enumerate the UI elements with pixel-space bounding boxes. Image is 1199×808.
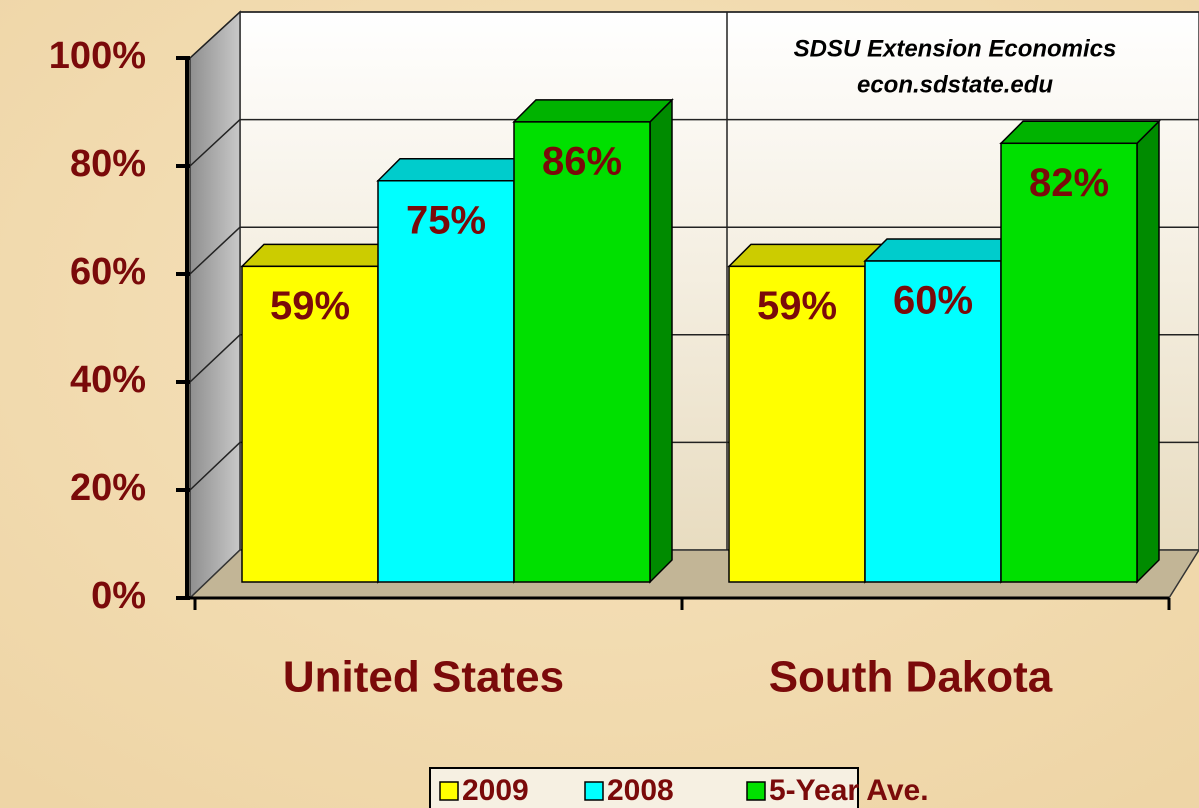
- y-tick-label: 40%: [70, 359, 146, 401]
- x-tick-label: United States: [283, 653, 564, 702]
- bar-top: [512, 99, 674, 123]
- bar-side: [1136, 119, 1160, 584]
- bar: [999, 119, 1161, 584]
- x-tick-label: South Dakota: [769, 653, 1053, 702]
- bar-side: [649, 98, 673, 584]
- grid-line: [189, 119, 241, 167]
- annotation: econ.sdstate.edu: [857, 71, 1053, 98]
- legend-swatch: [584, 781, 604, 801]
- data-label: 60%: [893, 279, 973, 323]
- bar-front: [864, 260, 1002, 583]
- side-wall: [189, 10, 241, 600]
- grid-line: [189, 226, 241, 275]
- bar-top: [999, 120, 1161, 145]
- legend-label: 2009: [462, 774, 529, 807]
- bar-front: [377, 180, 515, 583]
- legend-label: 5-Year Ave.: [769, 774, 929, 807]
- y-tick-label: 0%: [91, 575, 146, 617]
- y-tick-label: 100%: [49, 35, 146, 77]
- legend-swatch: [439, 781, 459, 801]
- grid-line: [189, 441, 241, 491]
- bar-front: [241, 265, 379, 583]
- bar-top: [727, 243, 889, 268]
- legend-box: [429, 767, 859, 808]
- bar-top: [376, 158, 538, 182]
- bar-front: [728, 265, 866, 583]
- legend-swatch: [746, 781, 766, 801]
- data-label: 82%: [1029, 161, 1109, 205]
- bar-front: [1000, 142, 1138, 583]
- data-label: 59%: [270, 284, 350, 328]
- legend-label: 2008: [607, 774, 674, 807]
- y-tick-label: 20%: [70, 467, 146, 509]
- y-tick-label: 80%: [70, 143, 146, 185]
- data-label: 86%: [542, 139, 622, 183]
- data-label: 75%: [406, 198, 486, 242]
- bar: [512, 98, 674, 584]
- y-tick-label: 60%: [70, 251, 146, 293]
- bar-front: [513, 121, 651, 583]
- bar-top: [240, 243, 402, 268]
- annotation: SDSU Extension Economics: [794, 35, 1117, 62]
- bar-top: [863, 238, 1025, 262]
- data-label: 59%: [757, 284, 837, 328]
- grid-line: [189, 334, 241, 383]
- grid-line: [189, 11, 241, 59]
